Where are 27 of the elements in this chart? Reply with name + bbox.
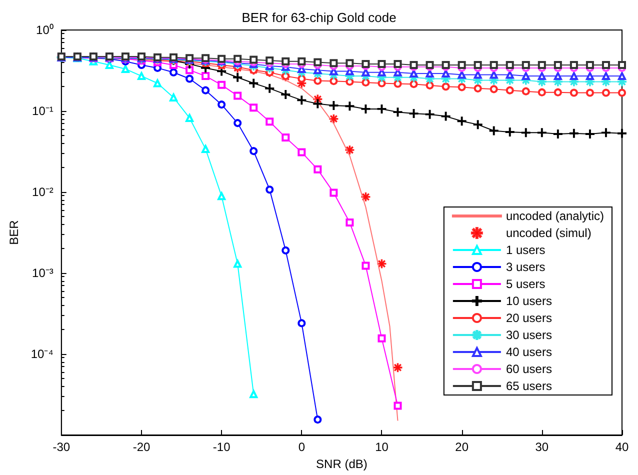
legend-label: 10 users [506,294,552,308]
y-tick-label: 10⁻¹ [32,104,54,118]
x-tick-label: 10 [375,440,389,454]
y-tick-label: 10⁻⁴ [30,347,54,361]
x-tick-label: 40 [615,440,629,454]
legend-label: uncoded (analytic) [506,209,604,223]
legend-label: 3 users [506,260,546,274]
legend-label: 30 users [506,328,552,342]
y-tick-label: 10⁻³ [32,266,54,280]
legend-label: uncoded (simul) [506,226,592,240]
legend-label: 5 users [506,277,546,291]
chart-title: BER for 63-chip Gold code [242,10,396,25]
x-tick-label: 0 [298,440,306,454]
legend-label: 60 users [506,362,552,376]
x-tick-label: -10 [212,440,231,454]
x-tick-label: -30 [52,440,70,454]
legend-label: 65 users [506,379,552,393]
legend-label: 40 users [506,345,552,359]
x-tick-label: -20 [132,440,150,454]
x-axis-title: SNR (dB) [316,456,368,471]
y-axis-title: BER [7,220,21,245]
x-tick-label: 20 [455,440,469,454]
y-tick-label: 10⁰ [36,23,54,37]
legend-label: 1 users [506,243,546,257]
y-tick-label: 10⁻² [32,185,54,199]
x-tick-label: 30 [535,440,549,454]
legend-label: 20 users [506,311,552,325]
